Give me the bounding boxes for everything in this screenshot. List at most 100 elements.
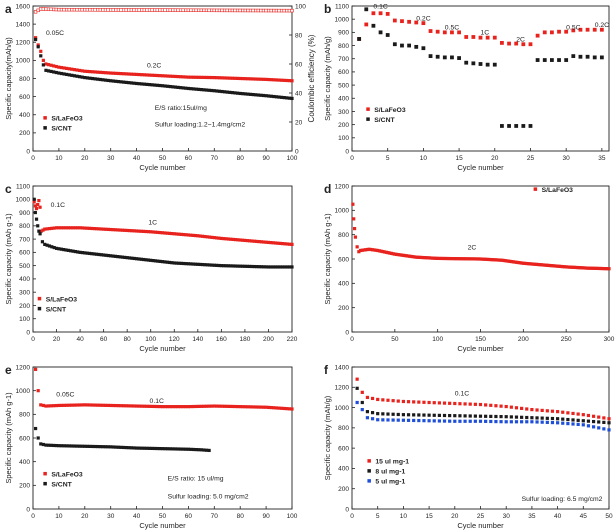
data-point — [230, 76, 235, 80]
data-point — [264, 94, 268, 98]
y2-tick-label: 0 — [295, 148, 299, 155]
legend-label: 8 ul mg-1 — [375, 469, 405, 476]
annotation: Sulfur loading: 5.0 mg/cm2 — [168, 493, 249, 500]
data-point — [199, 75, 203, 79]
data-point — [127, 228, 132, 233]
data-point — [501, 258, 506, 263]
data-point — [584, 266, 588, 270]
data-point — [106, 71, 110, 75]
data-point — [127, 72, 131, 76]
data-point — [85, 444, 89, 448]
data-point — [101, 403, 105, 407]
data-point — [39, 442, 43, 446]
data-point — [365, 410, 370, 414]
data-point — [127, 404, 131, 408]
data-point — [254, 77, 258, 81]
data-point — [473, 257, 477, 261]
data-point — [401, 399, 405, 404]
annotation: 0.05C — [56, 392, 74, 399]
annotation: Sulfur loading:1.2~1.4mg/cm2 — [155, 122, 246, 129]
data-point — [80, 444, 84, 448]
data-point — [129, 446, 134, 450]
data-point — [179, 405, 183, 409]
data-point — [71, 226, 75, 230]
data-point — [566, 265, 570, 269]
data-point — [594, 266, 598, 270]
data-point — [87, 251, 92, 256]
data-point — [414, 44, 419, 49]
data-point — [499, 420, 503, 424]
data-point — [571, 411, 575, 416]
data-point — [381, 418, 385, 422]
x-tick-label: 80 — [237, 513, 245, 520]
x-tick-label: 220 — [287, 336, 298, 343]
x-tick-label: 50 — [159, 155, 167, 162]
data-point — [207, 404, 211, 408]
data-point — [579, 266, 583, 270]
series-15 ul mg-1 — [355, 377, 611, 421]
data-point — [436, 256, 440, 260]
data-point — [172, 232, 176, 236]
data-point — [581, 423, 585, 427]
y-tick-label: 1200 — [16, 364, 31, 371]
plot-frame — [32, 366, 293, 510]
data-point — [365, 416, 370, 420]
data-point — [233, 76, 237, 80]
data-point — [104, 227, 108, 231]
data-point — [33, 426, 38, 431]
data-point — [46, 63, 51, 67]
data-point — [47, 227, 52, 231]
data-point — [62, 226, 66, 230]
data-point — [485, 62, 490, 67]
legend-marker — [367, 459, 371, 463]
data-point — [189, 87, 193, 91]
data-point — [407, 19, 412, 24]
data-point — [160, 405, 165, 409]
y-tick-label: 400 — [19, 276, 30, 283]
data-point — [78, 444, 82, 448]
data-point — [278, 265, 282, 269]
data-point — [225, 90, 229, 94]
data-point — [231, 237, 235, 242]
data-point — [147, 404, 152, 408]
data-point — [276, 241, 280, 245]
data-point — [520, 406, 524, 410]
data-point — [542, 58, 547, 62]
data-point — [525, 261, 529, 266]
legend-label: S/CNT — [51, 126, 72, 133]
data-point — [197, 75, 201, 79]
data-point — [269, 265, 273, 269]
data-point — [450, 55, 454, 60]
data-point — [392, 42, 397, 47]
data-point — [65, 444, 69, 448]
data-point — [528, 42, 533, 47]
data-point — [111, 71, 115, 75]
data-point — [241, 92, 245, 96]
data-point — [391, 399, 395, 403]
data-point — [360, 408, 364, 412]
data-point — [147, 83, 152, 87]
data-point — [116, 404, 121, 408]
data-point — [93, 70, 97, 74]
x-tick-label: 10 — [420, 155, 428, 162]
data-point — [92, 227, 96, 231]
data-point — [215, 76, 219, 80]
data-point — [453, 401, 457, 406]
data-point — [592, 266, 596, 270]
y-tick-label: 1000 — [16, 388, 31, 395]
data-point — [109, 403, 113, 408]
data-point — [109, 445, 113, 449]
data-point — [163, 447, 167, 451]
data-point — [175, 261, 179, 265]
data-point — [557, 264, 562, 268]
data-point — [238, 264, 242, 268]
data-point — [193, 262, 198, 266]
y-tick-label: 1200 — [335, 385, 350, 392]
data-point — [534, 262, 539, 266]
data-point — [509, 415, 513, 419]
data-point — [567, 265, 572, 269]
data-point — [94, 252, 99, 256]
data-point — [54, 70, 58, 75]
data-point — [125, 256, 129, 260]
data-point — [215, 236, 219, 240]
